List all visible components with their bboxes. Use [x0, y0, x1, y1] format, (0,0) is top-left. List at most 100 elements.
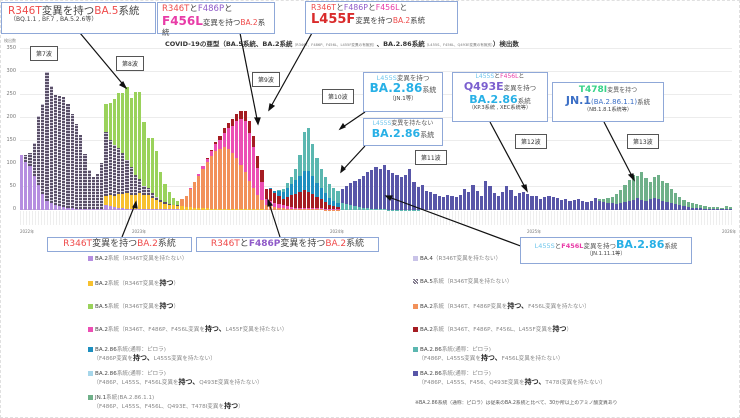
legend-item: BA.5系統（R346T変異を持たない）	[413, 279, 512, 286]
bar	[222, 128, 226, 210]
bar-segment	[117, 147, 121, 194]
legend-item: BA.2.86系統(通称：ピロラ) （F486P、L455S、F456、Q493…	[413, 371, 606, 388]
bar-segment	[192, 181, 197, 183]
legend-desc: （R346T変異を	[119, 281, 160, 287]
legend-item: BA.2系統（R346T、F486P、F456L変異を持つ、L455F変異を持た…	[88, 325, 287, 334]
bar-segment	[374, 209, 378, 210]
bar-segment	[273, 207, 277, 210]
bar-segment	[129, 167, 133, 195]
bar	[374, 166, 378, 210]
bar	[433, 193, 437, 210]
bar	[357, 178, 361, 210]
bar	[41, 104, 45, 210]
year-label: 2025年	[527, 229, 542, 234]
bar-segment	[192, 182, 197, 208]
bar-segment	[711, 209, 716, 210]
bar-segment	[315, 196, 319, 209]
bar-segment	[235, 114, 239, 122]
bar-segment	[728, 209, 732, 210]
bar-segment	[522, 191, 526, 210]
bar	[555, 198, 559, 210]
bar-segment	[45, 72, 49, 201]
bar-segment	[70, 208, 74, 210]
bar-segment	[138, 179, 142, 193]
bar-segment	[277, 190, 281, 192]
bar-segment	[361, 207, 365, 210]
bar-segment	[104, 131, 108, 197]
bar-segment	[290, 183, 294, 196]
bar-segment	[720, 207, 724, 210]
bar-segment	[711, 206, 716, 210]
bar	[315, 157, 319, 210]
bar	[420, 184, 424, 210]
bar-segment	[319, 208, 323, 210]
bar	[87, 170, 91, 210]
bar-segment	[281, 198, 285, 206]
bar-segment	[150, 137, 154, 193]
bar	[454, 197, 458, 210]
bar	[340, 189, 344, 210]
bar-segment	[644, 200, 648, 210]
bar-segment	[387, 170, 391, 210]
bar-segment	[657, 198, 661, 210]
bar-segment	[252, 188, 256, 210]
bar	[319, 169, 323, 210]
bar-segment	[724, 209, 728, 210]
bar	[572, 199, 576, 210]
bar-segment	[707, 206, 711, 209]
bar-segment	[264, 205, 268, 210]
bar-segment	[285, 206, 289, 209]
bar	[703, 206, 707, 210]
bar-segment	[728, 207, 732, 210]
bar-segment	[214, 151, 218, 209]
bar-segment	[302, 209, 306, 210]
bar-segment	[673, 193, 678, 205]
bar-segment	[344, 204, 349, 210]
bar-segment	[319, 169, 323, 188]
bar	[648, 181, 652, 210]
bar-segment	[129, 98, 133, 168]
bar-segment	[83, 153, 87, 210]
bar-segment	[163, 209, 167, 210]
bar-segment	[79, 208, 83, 210]
bar	[365, 172, 370, 210]
bar	[180, 199, 184, 210]
legend-desc: （F486P、L455S、F456、Q493E変異を	[418, 380, 525, 387]
bar	[243, 111, 247, 210]
bar	[547, 196, 551, 210]
bar-segment	[218, 139, 222, 149]
bar	[209, 149, 214, 210]
bar-segment	[315, 157, 319, 183]
bar-segment	[458, 195, 462, 210]
bar-segment	[112, 207, 117, 210]
bar-segment	[597, 198, 602, 201]
year-label: 2023年	[132, 229, 147, 234]
bar-segment	[319, 199, 323, 209]
bar	[290, 176, 294, 210]
bar	[349, 183, 353, 210]
bar-segment	[315, 209, 319, 210]
bar-segment	[349, 205, 353, 210]
bar	[471, 184, 475, 210]
bar-segment	[597, 200, 602, 210]
bar	[285, 183, 289, 210]
bar-segment	[652, 176, 657, 199]
bar-segment	[640, 172, 644, 200]
bar-segment	[420, 184, 424, 210]
bar-segment	[121, 208, 125, 210]
bar	[673, 193, 678, 210]
bar-segment	[155, 197, 159, 200]
bar-segment	[32, 143, 36, 176]
bar-segment	[146, 195, 150, 210]
legend-desc: （R346T変異を持たない）	[119, 256, 188, 262]
bar-segment	[332, 200, 336, 207]
bar-segment	[214, 144, 218, 152]
legend-swatch-icon	[413, 256, 418, 261]
bar	[150, 137, 154, 210]
bar	[176, 200, 180, 210]
bar-segment	[205, 157, 209, 159]
bar-segment	[239, 118, 243, 165]
bar-segment	[294, 207, 298, 210]
bar-segment	[222, 132, 226, 147]
bar	[387, 170, 391, 210]
